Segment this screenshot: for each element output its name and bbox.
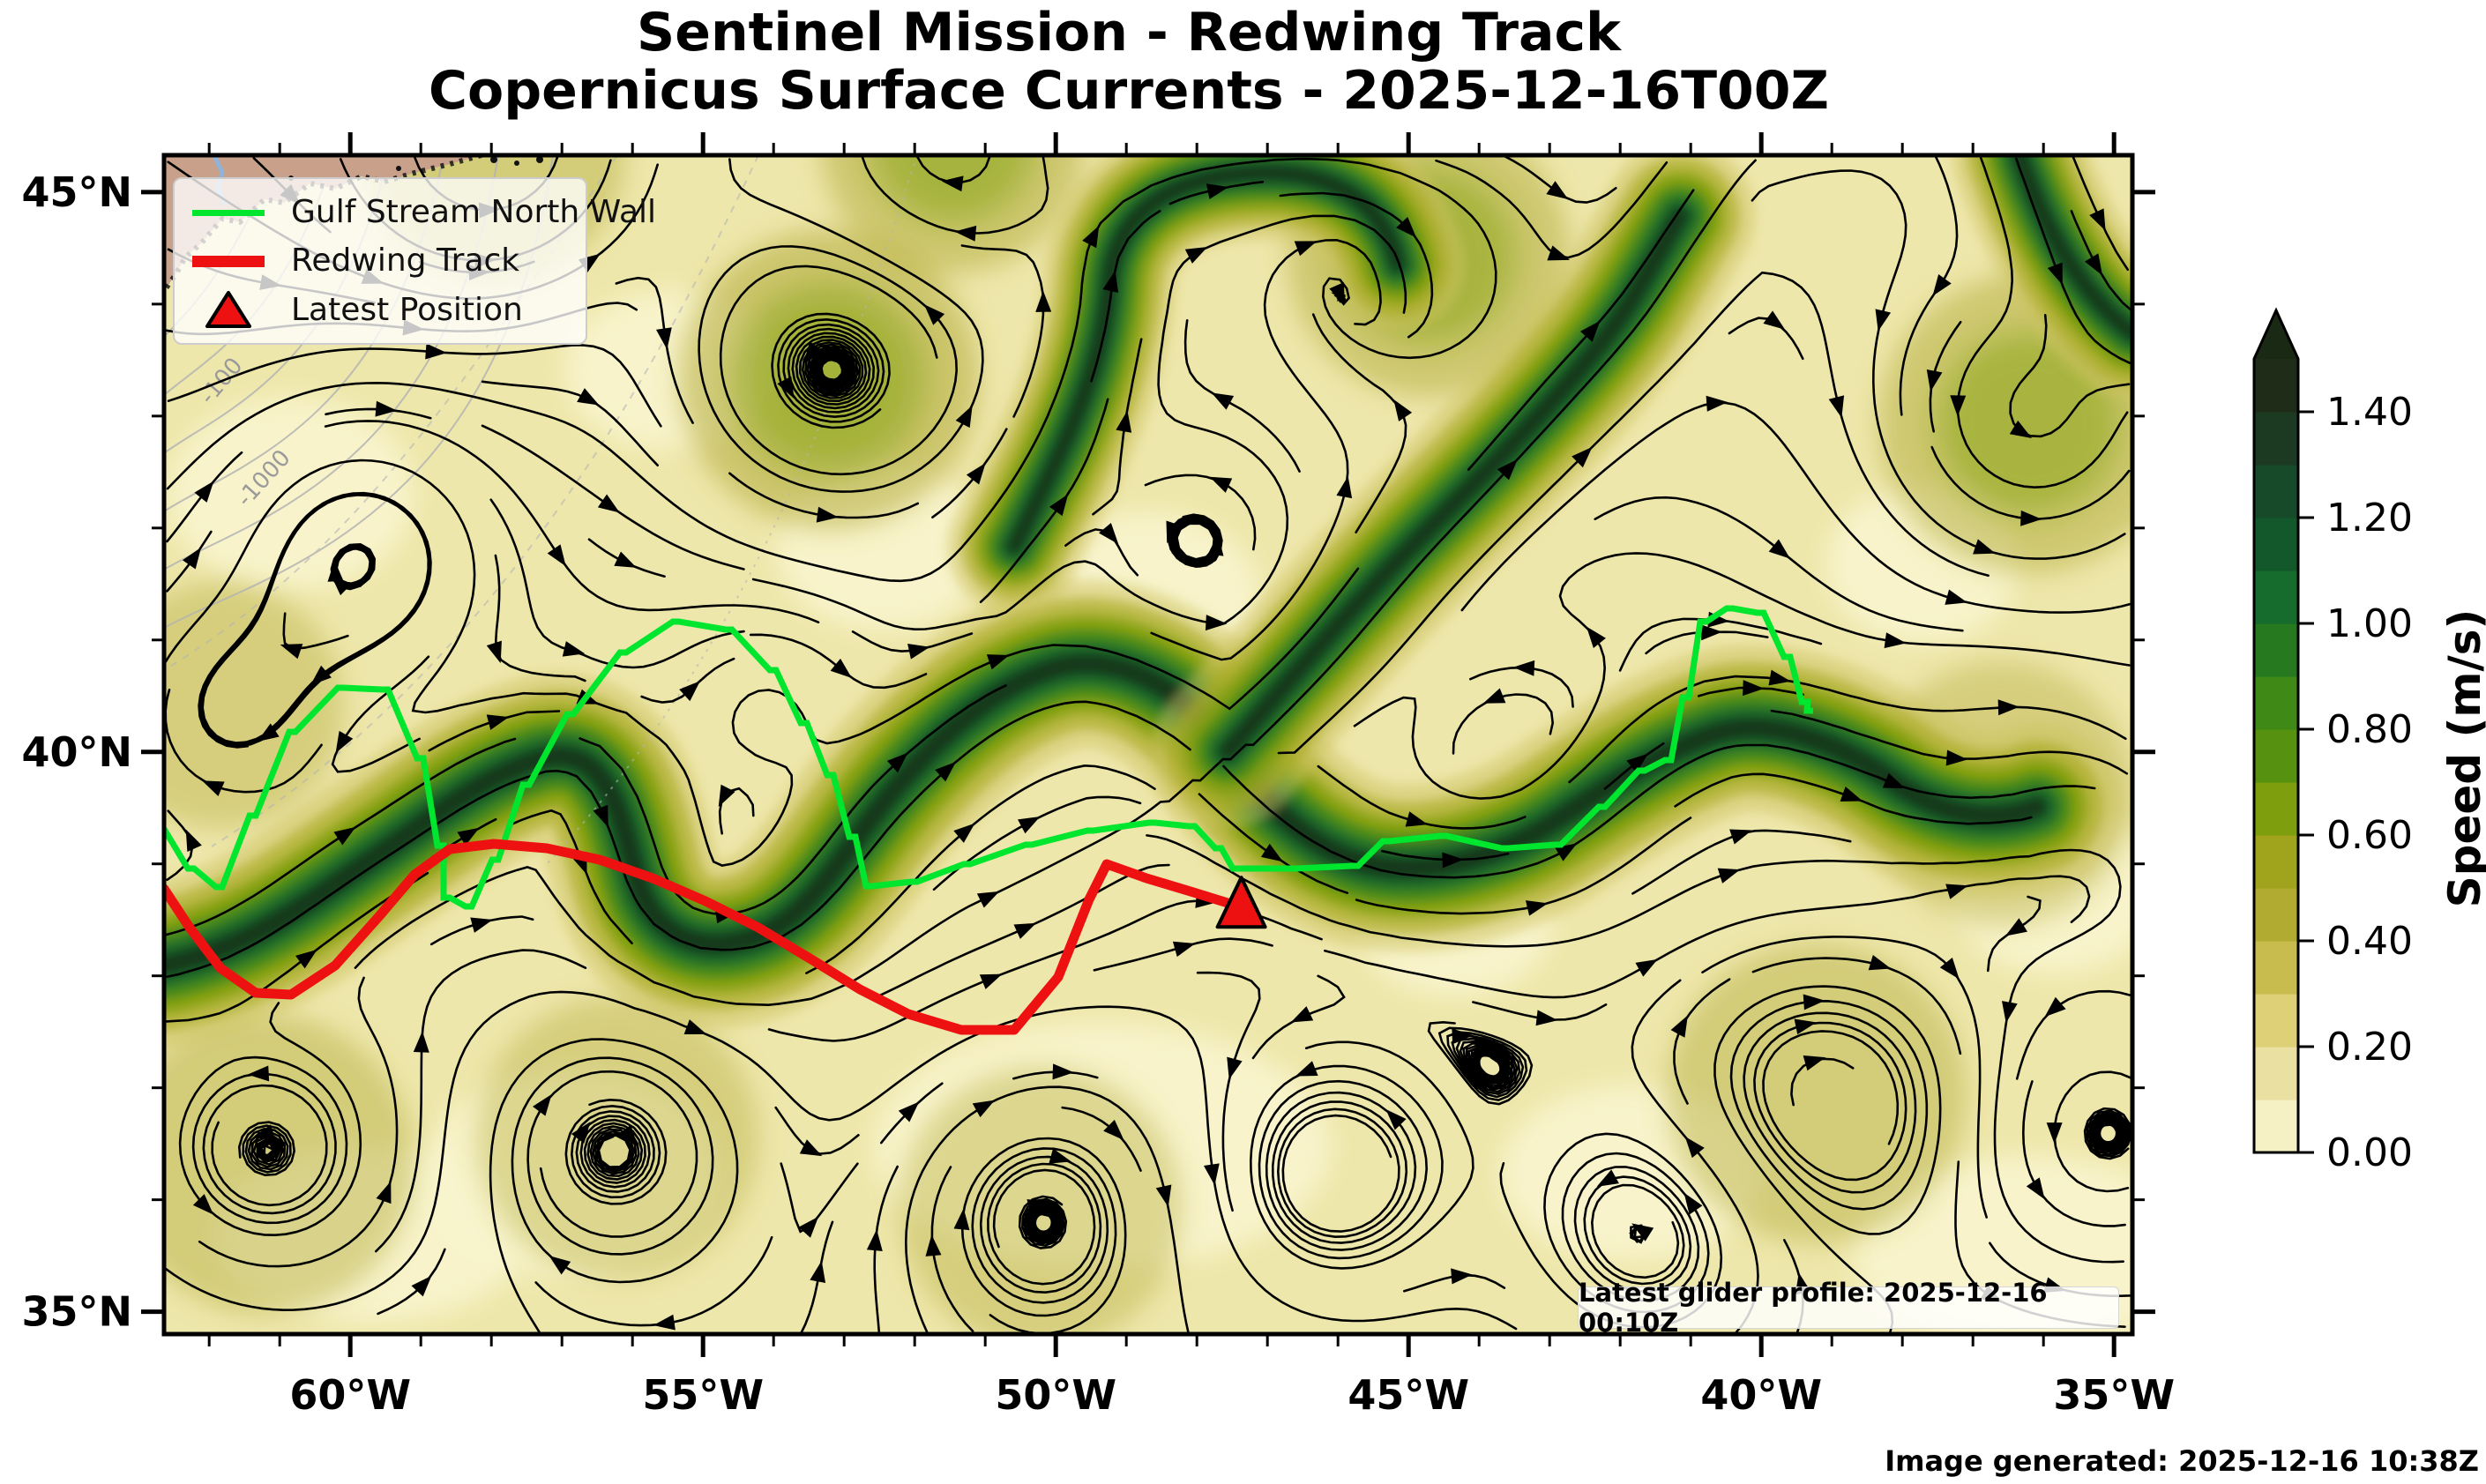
legend-item-latest-position: Latest Position	[190, 286, 570, 334]
colorbar-tick-label: 0.80	[2326, 707, 2413, 752]
colorbar-tick-label: 0.00	[2326, 1130, 2413, 1175]
north-wall-line-icon	[190, 206, 266, 219]
legend: Gulf Stream North Wall Redwing Track Lat…	[173, 177, 656, 345]
latest-position-marker	[1215, 876, 1267, 929]
legend-label: Latest Position	[291, 291, 523, 328]
streamline-arrows	[182, 175, 2132, 1331]
colorbar-tick-label: 1.20	[2326, 496, 2413, 541]
title-line-1: Sentinel Mission - Redwing Track	[637, 2, 1621, 63]
axis-ticks	[141, 132, 2155, 1357]
generated-timestamp: Image generated: 2025-12-16 10:38Z	[1885, 1444, 2479, 1478]
x-tick-label: 55°W	[642, 1371, 764, 1419]
colorbar-tick-label: 1.40	[2326, 390, 2413, 435]
y-tick-label: 45°N	[21, 168, 132, 216]
track-line-icon	[190, 253, 266, 269]
redwing-track-line	[164, 839, 1247, 1035]
glider-profile-annotation: Latest glider profile: 2025-12-16 00:10Z	[1578, 1278, 2119, 1338]
colorbar-axis-label: Speed (m/s)	[2439, 608, 2486, 908]
colorbar-tick-label: 1.00	[2326, 601, 2413, 646]
x-tick-label: 35°W	[2053, 1371, 2175, 1419]
y-tick-label: 40°N	[21, 728, 132, 776]
legend-label: Redwing Track	[291, 242, 520, 280]
x-tick-label: 60°W	[289, 1371, 411, 1419]
legend-label: Gulf Stream North Wall	[291, 194, 657, 231]
title-line-2: Copernicus Surface Currents - 2025-12-16…	[428, 60, 1830, 122]
gulf-stream-north-wall-line	[164, 605, 1813, 910]
colorbar: 0.00 0.20 0.40 0.60 0.80 1.00 1.20 1.40	[2252, 307, 2413, 1175]
coastline	[164, 155, 482, 293]
colorbar-tick-label: 0.40	[2326, 919, 2413, 964]
colorbar-tick-label: 0.60	[2326, 813, 2413, 858]
legend-item-north-wall: Gulf Stream North Wall	[190, 188, 656, 236]
position-triangle-icon	[190, 287, 266, 332]
x-tick-label: 50°W	[995, 1371, 1116, 1419]
x-tick-label: 40°W	[1700, 1371, 1822, 1419]
map-border	[161, 153, 2135, 1337]
x-tick-label: 45°W	[1348, 1371, 1469, 1419]
colorbar-tick-label: 0.20	[2326, 1025, 2413, 1070]
page-title: Sentinel Mission - Redwing Track Coperni…	[0, 4, 2258, 120]
map-interior: -100-1000	[164, 155, 2132, 1334]
axis-tick-labels: 60°W 55°W 50°W 45°W 40°W 35°W 35°N 40°N 45°N	[21, 168, 2175, 1419]
y-tick-label: 35°N	[21, 1288, 132, 1336]
legend-item-track: Redwing Track	[190, 236, 570, 285]
